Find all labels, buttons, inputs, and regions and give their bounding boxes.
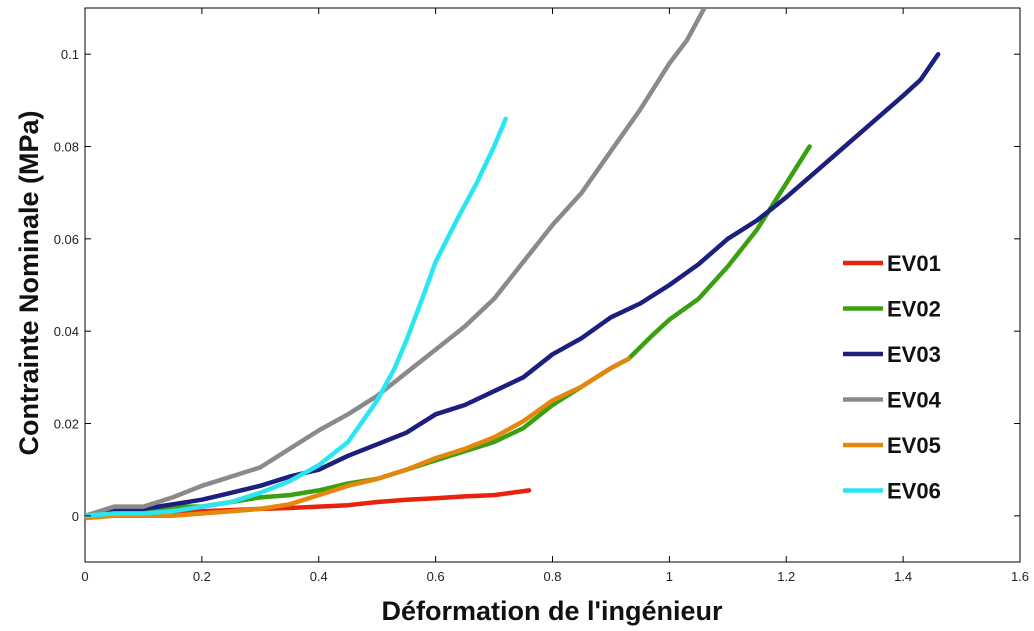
legend-label-ev01: EV01 [887, 251, 941, 276]
y-axis-label: Contrainte Nominale (MPa) [14, 110, 44, 455]
x-tick-label: 1.6 [1011, 569, 1029, 584]
series-line-ev05 [85, 356, 631, 521]
x-tick-label: 1 [666, 569, 673, 584]
x-tick-label: 1.2 [777, 569, 795, 584]
x-tick-label: 0.8 [543, 569, 561, 584]
plot-area [84, 7, 1021, 563]
x-tick-label: 0.4 [310, 569, 328, 584]
x-tick-label: 1.4 [894, 569, 912, 584]
x-axis-label: Déformation de l'ingénieur [382, 596, 723, 626]
x-tick-label: 0.2 [193, 569, 211, 584]
series-line-ev03 [85, 51, 941, 519]
x-tick-label: 0.6 [427, 569, 445, 584]
legend-label-ev03: EV03 [887, 342, 941, 367]
legend-label-ev04: EV04 [887, 388, 942, 413]
series-line-ev04 [85, 8, 707, 519]
y-tick-label: 0.06 [54, 232, 79, 247]
y-tick-label: 0.02 [54, 417, 79, 432]
series-line-ev06 [85, 116, 508, 519]
y-tick-label: 0.04 [54, 324, 79, 339]
series-line-ev02 [85, 144, 812, 519]
legend: EV01 EV02 EV03 EV04 EV05 EV06 [843, 251, 942, 504]
legend-label-ev06: EV06 [887, 479, 941, 504]
legend-label-ev02: EV02 [887, 297, 941, 322]
legend-label-ev05: EV05 [887, 433, 941, 458]
y-tick-label: 0.1 [61, 47, 79, 62]
x-tick-label: 0 [81, 569, 88, 584]
y-tick-label: 0.08 [54, 140, 79, 155]
series-line-ev01 [85, 488, 532, 519]
axis-ticks: 0 0.2 0.4 0.6 0.8 1 1.2 1.4 1.6 0 0.02 0.04 0.06 0.08… [54, 8, 1029, 584]
y-tick-label: 0 [72, 509, 79, 524]
